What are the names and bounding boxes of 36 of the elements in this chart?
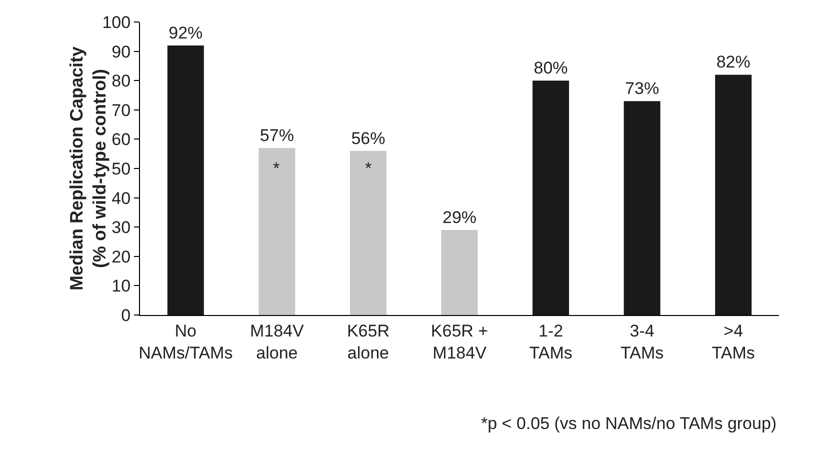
data-label: 29% — [442, 208, 477, 228]
y-tick-label: 20 — [112, 247, 131, 266]
bar — [167, 45, 204, 315]
data-label: 56% — [351, 128, 386, 148]
y-tick-label: 90 — [112, 42, 131, 62]
bar — [715, 74, 752, 315]
bar — [350, 150, 386, 315]
x-tick-label: K65R + M184V — [430, 321, 488, 362]
x-tick-label: >4 TAMs — [712, 321, 755, 362]
annotation: * — [273, 159, 280, 178]
y-tick-label: 80 — [112, 72, 131, 91]
bar — [624, 101, 660, 315]
data-label: 80% — [534, 58, 568, 78]
annotation: * — [365, 159, 372, 178]
y-tick-label: 70 — [112, 100, 131, 120]
y-tick-label: 30 — [112, 218, 131, 238]
y-tick-label: 40 — [112, 188, 131, 208]
x-tick-label: 3-4 TAMs — [620, 321, 664, 362]
data-label: 57% — [260, 126, 294, 145]
x-tick-label: 1-2 TAMs — [529, 321, 572, 362]
bar — [258, 148, 296, 315]
bar — [441, 230, 478, 315]
data-label: 73% — [625, 79, 660, 98]
y-tick-label: 10 — [112, 276, 131, 296]
data-label: 82% — [716, 52, 750, 72]
bar — [532, 80, 570, 315]
x-tick-label: M184V alone — [250, 321, 305, 362]
y-tick-label: 60 — [112, 130, 131, 150]
x-tick-label: No NAMs/TAMs — [138, 321, 233, 362]
y-tick-label: 100 — [102, 12, 131, 32]
text: *p < 0.05 (vs no NAMs/no TAMs group) — [481, 414, 777, 433]
x-tick-label: K65R alone — [346, 321, 390, 362]
y-tick-label: 50 — [112, 159, 131, 178]
y-tick-label: 0 — [121, 306, 131, 325]
data-label: 92% — [168, 23, 203, 42]
y-axis-title: Median Replication Capacity (% of wild-type control) — [66, 46, 110, 291]
